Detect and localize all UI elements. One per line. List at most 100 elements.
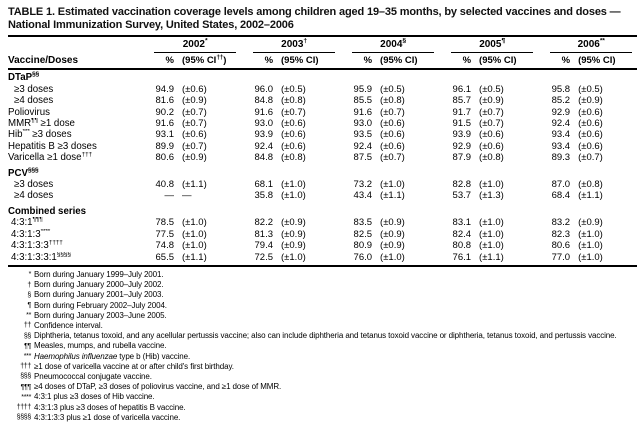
ci-value-cell: (±1.1) <box>471 251 539 267</box>
ci-header-text: (95% CI <box>479 55 514 66</box>
row-label-text: PCV <box>8 167 28 179</box>
year-column-2004: 2004§ <box>340 36 439 53</box>
percent-header: % <box>340 53 373 71</box>
footnote-mark: ¶¶ <box>24 342 31 350</box>
ci-header: (95% CI) <box>372 53 440 71</box>
footnote-text: Born during January 2000–July 2002. <box>34 280 635 290</box>
percent-value-cell: — <box>164 190 175 202</box>
percent-header: % <box>142 53 174 71</box>
table-row: 4:3:1:3**** 77.5 (±1.0) 81.3 (±0.9) 82.5 (±0.9… <box>8 229 637 240</box>
ci-value-cell: (±1.0) <box>182 240 207 252</box>
footnote-text: 4:3:1:3:3 plus ≥1 dose of varicella vacc… <box>34 413 635 423</box>
percent-value-cell: 80.9 <box>353 240 373 252</box>
ci-value-cell: (±0.7) <box>479 118 504 130</box>
percent-value-cell: 90.2 <box>155 106 175 118</box>
ci-value-cell: (±0.6) <box>182 129 207 141</box>
percent-value-cell: 83.5 <box>353 217 373 229</box>
row-label-text: 4:3:1:3:3 <box>11 240 49 252</box>
percent-value-cell <box>340 164 372 179</box>
percent-value-cell: 68.4 <box>551 190 571 202</box>
percent-value-cell: 93.9 <box>254 129 274 141</box>
ci-value-cell <box>372 164 439 179</box>
ci-value-cell: (±0.6) <box>182 83 207 95</box>
ci-value-cell: (±1.1) <box>182 179 207 191</box>
percent-value-cell: 92.9 <box>452 140 472 152</box>
ci-value-cell: (±0.6) <box>578 140 603 152</box>
ci-value-cell <box>174 202 241 217</box>
row-header-label: Vaccine/Doses <box>8 36 142 71</box>
percent-value-cell: 91.6 <box>353 106 373 118</box>
ci-value-cell <box>174 69 241 83</box>
ci-value-cell: (±0.7) <box>182 140 207 152</box>
footnote-text-part: Born during January 2001–July 2003. <box>34 290 164 300</box>
ci-header-text: ) <box>223 55 227 66</box>
year-column-2002: 2002* <box>142 36 241 53</box>
table-row: 4:3:1:3:3†††† 74.8 (±1.0) 79.4 (±0.9) 80.9 (±0… <box>8 240 637 251</box>
percent-value-cell <box>439 164 471 179</box>
year-footnote-mark: ¶ <box>501 37 505 45</box>
percent-value-cell: 40.8 <box>155 179 175 191</box>
percent-value-cell: 76.1 <box>439 251 472 267</box>
year-label: 2004 <box>380 39 403 50</box>
footnote-text: Born during January 2001–July 2003. <box>34 290 635 300</box>
footnote-mark: †† <box>23 322 31 330</box>
percent-value-cell: 91.6 <box>254 106 274 118</box>
percent-value-cell: 72.5 <box>241 251 274 267</box>
footnote-line: ¶ Born during February 2002–July 2004. <box>8 301 635 311</box>
ci-value-cell: (±0.9) <box>380 217 405 229</box>
ci-value-cell: (±1.0) <box>479 228 504 240</box>
group-header-row: Combined series <box>8 202 637 217</box>
footnote-text-part: type b (Hib) vaccine. <box>117 351 191 361</box>
row-footnote-mark: ¶¶ <box>31 118 38 124</box>
footnote-mark: § <box>27 291 31 299</box>
percent-value-cell: 91.7 <box>452 106 472 118</box>
year-footnote-mark: ** <box>599 37 605 45</box>
row-label-text: ≥4 doses <box>14 190 54 202</box>
ci-value-cell <box>471 202 538 217</box>
ci-value-cell: (±0.6) <box>479 129 504 141</box>
ci-value-cell: (±0.6) <box>578 106 603 118</box>
year-footnote-mark: § <box>402 37 406 45</box>
table-row: ≥4 doses 81.6 (±0.9) 84.8 (±0.8) 85.5 (±0.8) 85… <box>8 95 637 106</box>
table-row: ≥3 doses 40.8 (±1.1) 68.1 (±1.0) 73.2 (±1.0) 82… <box>8 179 637 190</box>
row-label-cell: ≥4 doses <box>8 190 142 201</box>
footnote-mark: **** <box>21 393 31 401</box>
ci-header: (95% CI††) <box>174 53 242 71</box>
row-label-text: ≥1 dose <box>37 118 75 130</box>
row-label-cell: DTaP§§ <box>8 69 142 83</box>
ci-value-cell: (±0.6) <box>380 140 405 152</box>
ci-value-cell: (±0.6) <box>479 140 504 152</box>
ci-value-cell: (±0.6) <box>380 129 405 141</box>
year-footnote-mark: † <box>303 37 307 45</box>
ci-value-cell: (±0.9) <box>380 240 405 252</box>
year-column-2003: 2003† <box>241 36 340 53</box>
row-footnote-mark: *** <box>22 129 30 136</box>
row-footnote-mark: ¶¶¶ <box>32 217 43 224</box>
percent-value-cell: 85.5 <box>353 95 373 107</box>
footnote-text-part: Born during January 1999–July 2001. <box>34 269 164 279</box>
row-label-cell: ≥3 doses <box>8 84 142 95</box>
row-label-cell: 4:3:1:3:3:1§§§§ <box>8 251 142 267</box>
row-label-text: ≥3 doses <box>14 83 54 95</box>
footnote-line: ††† ≥1 dose of varicella vaccine at or af… <box>8 362 635 372</box>
percent-value-cell: 82.2 <box>254 217 274 229</box>
row-footnote-mark: §§§ <box>27 166 39 174</box>
footnote-mark: *** <box>23 353 32 361</box>
percent-value-cell: 74.8 <box>155 240 175 252</box>
ci-header: (95% CI) <box>570 53 638 71</box>
ci-header-text: ) <box>315 55 319 66</box>
ci-value-cell: (±0.9) <box>281 240 306 252</box>
percent-value-cell: 93.5 <box>353 129 373 141</box>
row-label-text: Varicella ≥1 dose <box>8 152 82 164</box>
row-label-cell: 4:3:1¶¶¶ <box>8 217 142 228</box>
row-footnote-mark: §§§§ <box>56 251 71 258</box>
percent-value-cell: 79.4 <box>254 240 274 252</box>
ci-value-cell: (±0.8) <box>380 95 405 107</box>
footnote-text-part: 4:3:1:3 plus ≥3 doses of hepatitis B vac… <box>34 402 186 412</box>
percent-value-cell: 77.5 <box>155 228 175 240</box>
footnote-text: Born during February 2002–July 2004. <box>34 301 635 311</box>
footnote-text-part: 4:3:1 plus ≥3 doses of Hib vaccine. <box>34 392 155 402</box>
percent-value-cell: 92.4 <box>551 118 571 130</box>
footnote-mark: †††† <box>16 404 32 412</box>
ci-value-cell: (±0.7) <box>479 106 504 118</box>
